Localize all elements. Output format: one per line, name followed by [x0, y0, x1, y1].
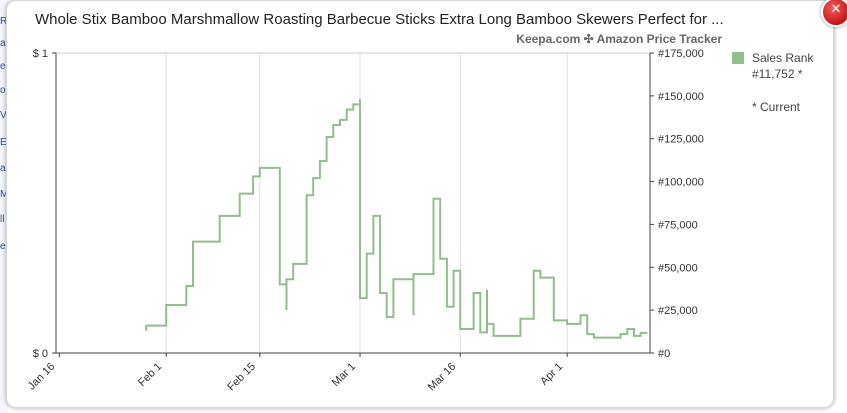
- sales-rank-series: [145, 99, 648, 339]
- plot-frame: [55, 52, 651, 354]
- close-button[interactable]: ✕: [821, 0, 847, 27]
- x-tick-label: Feb 1: [136, 361, 164, 389]
- legend-swatch: [732, 52, 744, 64]
- chart-legend: Sales Rank #11,752 * * Current: [732, 51, 814, 114]
- left-tick-label: $ 1: [33, 48, 48, 60]
- background-link[interactable]: a: [0, 163, 6, 174]
- legend-footnote: * Current: [752, 100, 801, 114]
- close-icon: ✕: [830, 2, 842, 17]
- legend-series-label: Sales Rank: [752, 51, 814, 65]
- right-tick-label: #0: [658, 348, 670, 360]
- background-link[interactable]: o: [0, 85, 6, 96]
- left-axis: $ 1 $ 0: [33, 48, 56, 360]
- right-tick-label: #175,000: [658, 48, 704, 60]
- background-link[interactable]: e: [0, 241, 6, 252]
- background-link[interactable]: R: [0, 16, 8, 27]
- sales-rank-line: [145, 99, 648, 339]
- right-tick-label: #25,000: [658, 305, 698, 317]
- background-link[interactable]: ll: [0, 214, 5, 225]
- right-tick-label: #75,000: [658, 219, 698, 231]
- background-link[interactable]: V: [0, 110, 7, 121]
- background-link[interactable]: M: [0, 189, 8, 200]
- right-tick-label: #125,000: [658, 134, 704, 146]
- x-axis: Jan 16 Feb 1 Feb 15 Mar 1 Mar 16 Apr 1: [26, 353, 568, 393]
- right-tick-label: #50,000: [658, 262, 698, 274]
- right-tick-label: #150,000: [658, 91, 704, 103]
- price-history-popup: Whole Stix Bamboo Marshmallow Roasting B…: [6, 0, 834, 408]
- left-tick-label: $ 0: [33, 348, 48, 360]
- chart-grid: [165, 53, 568, 353]
- x-tick-label: Mar 1: [330, 361, 358, 389]
- right-axis: #0 #25,000 #50,000 #75,000 #100,000 #125,000 #…: [650, 48, 704, 360]
- chart-source-label: Keepa.com ✣ Amazon Price Tracker: [516, 32, 722, 46]
- background-link[interactable]: E: [0, 137, 7, 148]
- background-link[interactable]: e: [0, 61, 6, 72]
- x-tick-label: Mar 16: [426, 361, 459, 394]
- x-tick-label: Feb 15: [225, 361, 258, 394]
- legend-current-value: #11,752 *: [752, 67, 803, 81]
- chart-title: Whole Stix Bamboo Marshmallow Roasting B…: [35, 11, 724, 28]
- right-tick-label: #100,000: [658, 177, 704, 189]
- x-tick-label: Apr 1: [538, 361, 565, 388]
- x-tick-label: Jan 16: [26, 361, 58, 393]
- background-link[interactable]: a: [0, 38, 6, 49]
